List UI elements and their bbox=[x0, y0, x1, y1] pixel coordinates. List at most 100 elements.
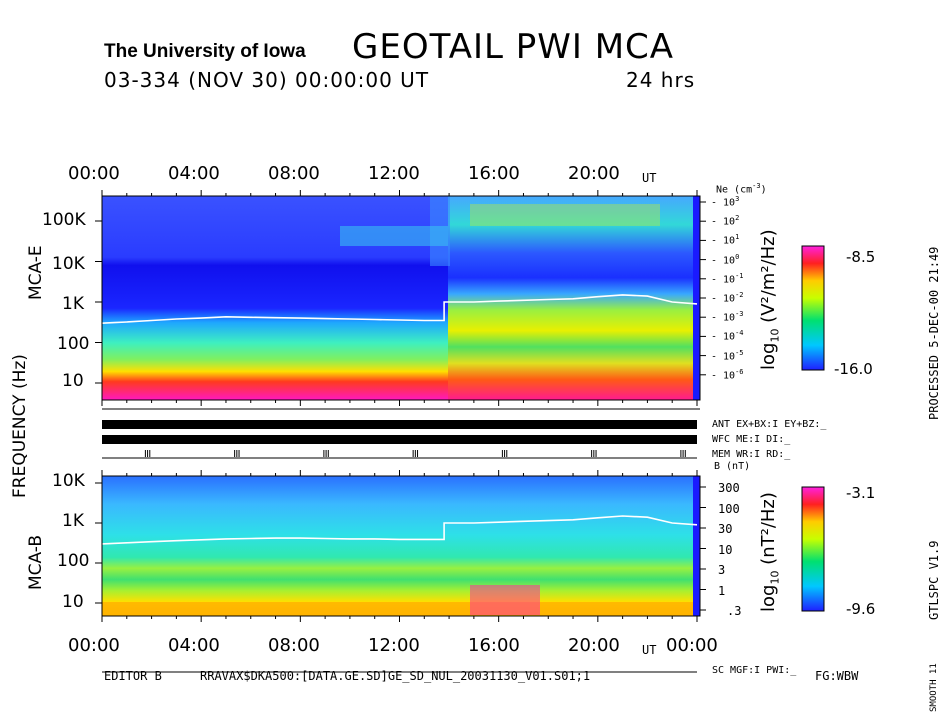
frequency-axis-label: FREQUENCY (Hz) bbox=[10, 354, 30, 498]
ne-tick-label: - 10-2 bbox=[711, 292, 744, 304]
mca-e-colorbar bbox=[801, 245, 825, 371]
ne-tick-base: - 10 bbox=[711, 235, 736, 247]
mem-ticks bbox=[144, 450, 686, 457]
ne-tick-label: - 10-5 bbox=[711, 348, 744, 362]
ne-tick-exp: 2 bbox=[735, 214, 740, 223]
bottom-tick-1600: 16:00 bbox=[468, 635, 520, 656]
ne-tick-base: - 10 bbox=[711, 254, 736, 266]
mca-b-b-line bbox=[101, 515, 698, 545]
top-tick-1200: 12:00 bbox=[368, 163, 420, 184]
ne-tick-exp: -6 bbox=[735, 367, 744, 376]
mca-e-label: MCA-E bbox=[26, 245, 46, 300]
ne-tick-base: - 10 bbox=[711, 293, 736, 305]
mca-e-band-upper bbox=[470, 204, 660, 226]
mca-b-cbar-log-sub: 10 bbox=[768, 570, 782, 585]
processed-label: PROCESSED 5-DEC-00 21:49 bbox=[927, 246, 941, 420]
bottom-tick-0400: 04:00 bbox=[168, 635, 220, 656]
mca-b-colorbar bbox=[801, 486, 825, 612]
ne-tick-label: - 102 bbox=[711, 215, 739, 227]
top-tick-ut: UT bbox=[642, 171, 657, 185]
mca-e-panel bbox=[101, 195, 701, 401]
mca-e-y-10k: 10K bbox=[52, 254, 85, 274]
mca-b-y-100: 100 bbox=[57, 551, 90, 571]
top-tick-1600: 16:00 bbox=[468, 163, 520, 184]
ne-tick-exp: -2 bbox=[735, 291, 744, 299]
ne-tick-label: - 101 bbox=[711, 234, 739, 246]
b-tick-label: 30 bbox=[718, 522, 733, 536]
version-label: GTLSPC V1.9 bbox=[927, 540, 941, 620]
mca-e-cbar-min: -16.0 bbox=[834, 360, 873, 378]
mca-e-ne-line bbox=[101, 294, 698, 324]
ne-tick-base: - 10 bbox=[711, 331, 736, 343]
mca-b-frame bbox=[101, 475, 701, 617]
ne-tick-label: - 10-1 bbox=[711, 271, 744, 286]
ne-tick-exp: -4 bbox=[735, 329, 744, 338]
ne-tick-base: - 10 bbox=[711, 350, 736, 362]
mca-e-cbar-log: log bbox=[758, 342, 779, 370]
university-label: The University of Iowa bbox=[104, 41, 306, 62]
editor-label: EDITOR B bbox=[104, 669, 162, 683]
bottom-tick-2000: 20:00 bbox=[568, 635, 620, 656]
smooth-label: SMOOTH 11 bbox=[929, 663, 939, 712]
b-tick-label: 1 bbox=[718, 583, 726, 598]
mca-e-cbar-max: -8.5 bbox=[846, 248, 876, 266]
mca-b-panel bbox=[101, 475, 701, 617]
plot-title: GEOTAIL PWI MCA bbox=[352, 27, 675, 67]
b-tick-label: 300 bbox=[718, 481, 740, 495]
wfc-mode-bar bbox=[102, 435, 697, 444]
mca-b-cbar-unit: (nT²/Hz) bbox=[758, 492, 779, 565]
ne-tick-base: - 10 bbox=[711, 197, 736, 209]
mca-b-edge-stripe bbox=[693, 476, 700, 616]
mode-bars bbox=[102, 408, 700, 673]
mca-e-cbar-unit: (V²/m²/Hz) bbox=[758, 229, 779, 323]
mca-e-band-midday bbox=[340, 226, 448, 246]
fg-label: FG:WBW bbox=[815, 669, 859, 683]
ne-tick-base: - 10 bbox=[711, 274, 736, 286]
bottom-tick-end: 00:00 bbox=[666, 635, 718, 656]
mca-b-cbar-min: -9.6 bbox=[846, 600, 876, 618]
mca-b-low-band bbox=[102, 602, 700, 616]
ant-mode-bar bbox=[102, 420, 697, 429]
mca-e-y-100: 100 bbox=[57, 334, 90, 354]
top-tick-2000: 20:00 bbox=[568, 163, 620, 184]
top-tick-0400: 04:00 bbox=[168, 163, 220, 184]
wfc-mode-label: WFC ME:I DI:_ bbox=[712, 434, 791, 445]
mca-e-cbar-label: log10 (V²/m²/Hz) bbox=[758, 229, 782, 370]
mca-b-burst bbox=[470, 585, 540, 615]
bottom-tick-ut: UT bbox=[642, 643, 657, 657]
mca-b-cbar-log: log bbox=[758, 584, 779, 612]
mca-b-cbar-label: log10 (nT²/Hz) bbox=[758, 492, 782, 612]
ne-tick-base: - 10 bbox=[711, 216, 736, 228]
mca-e-y-100k: 100K bbox=[42, 210, 86, 230]
mca-e-edge-stripe bbox=[693, 196, 700, 400]
data-file-path: RRAVAX$DKA500:[DATA.GE.SD]GE_SD_NUL_2003… bbox=[200, 669, 591, 683]
mca-e-y-10: 10 bbox=[62, 371, 84, 391]
ne-axis-label: Ne (cm-3) bbox=[716, 183, 767, 195]
mem-mode-label: MEM WR:I RD:_ bbox=[712, 449, 791, 460]
bottom-tick-1200: 12:00 bbox=[368, 635, 420, 656]
b-tick-label: 10 bbox=[718, 542, 733, 557]
sc-mode-label: SC MGF:I PWI:_ bbox=[712, 665, 797, 676]
b-axis-label: B (nT) bbox=[714, 461, 751, 472]
ne-tick-exp: -5 bbox=[735, 348, 744, 357]
ne-tick-base: - 10 bbox=[711, 370, 736, 382]
ne-tick-base: - 10 bbox=[711, 312, 736, 324]
bottom-tick-0000: 00:00 bbox=[68, 635, 120, 656]
ne-tick-label: - 10-3 bbox=[711, 311, 744, 323]
ne-axis-label-text: Ne (cm bbox=[716, 184, 753, 196]
ant-mode-label: ANT EX+BX:I EY+BZ:_ bbox=[712, 419, 827, 430]
ne-tick-label: - 10-6 bbox=[711, 367, 744, 382]
top-tick-0000: 00:00 bbox=[68, 163, 120, 184]
ne-axis-label-close: ) bbox=[760, 184, 767, 196]
ne-tick-exp: -1 bbox=[735, 271, 744, 280]
ne-tick-label: - 100 bbox=[711, 252, 740, 266]
mca-e-y-1k: 1K bbox=[62, 294, 84, 314]
ne-tick-exp: 0 bbox=[735, 252, 740, 261]
b-tick-label: 3 bbox=[718, 563, 726, 577]
date-line: 03-334 (NOV 30) 00:00:00 UT bbox=[104, 68, 430, 92]
mca-b-spectrum bbox=[102, 476, 700, 616]
ne-tick-exp: -3 bbox=[735, 310, 744, 319]
ne-axis-label-exp: -3 bbox=[752, 182, 761, 190]
